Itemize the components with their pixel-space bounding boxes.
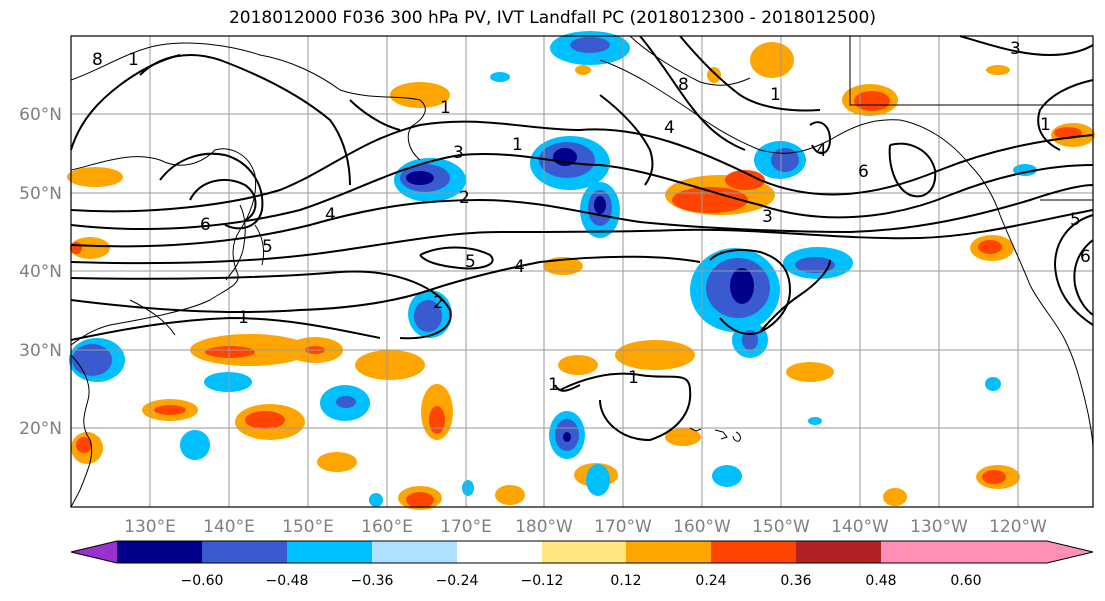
- lat-label-40n: 40°N: [19, 262, 62, 282]
- lat-label-30n: 30°N: [19, 341, 62, 361]
- lat-label-20n: 20°N: [19, 419, 62, 439]
- contour-label: 4: [325, 205, 336, 225]
- contour-label: 6: [1080, 247, 1091, 267]
- colorbar-extend-high: [966, 541, 1093, 563]
- colorbar-segment: [881, 541, 966, 563]
- contour-label: 4: [514, 257, 525, 277]
- chart-title: 2018012000 F036 300 hPa PV, IVT Landfall…: [228, 8, 876, 28]
- map-frame: [70, 35, 1094, 508]
- contour-label: 3: [453, 143, 464, 163]
- colorbar-segment: [542, 541, 626, 563]
- colorbar-segment: [117, 541, 202, 563]
- contour-label: 1: [1040, 115, 1051, 135]
- lon-label: 160°W: [673, 517, 731, 537]
- contour-label: 1: [238, 308, 249, 328]
- contour-label: 5: [465, 252, 476, 272]
- contour-label: 5: [262, 237, 273, 257]
- lon-label: 170°W: [594, 517, 652, 537]
- colorbar-tick-label: 0.48: [865, 573, 896, 589]
- colorbar-segment: [796, 541, 881, 563]
- lon-label: 180°W: [515, 517, 573, 537]
- colorbar-segment: [287, 541, 372, 563]
- colorbar: −0.60 −0.48 −0.36 −0.24 −0.12 0.12 0.24 …: [70, 540, 1094, 589]
- colorbar-segment: [711, 541, 796, 563]
- lon-label: 160°E: [361, 517, 413, 537]
- contour-label: 1: [628, 368, 639, 388]
- latitude-labels: 60°N 50°N 40°N 30°N 20°N: [19, 105, 62, 439]
- lon-label: 150°W: [752, 517, 810, 537]
- contour-label: 1: [128, 50, 139, 70]
- contour-label: 1: [770, 85, 781, 105]
- shaded-anomalies: [67, 31, 1095, 510]
- longitude-labels: 130°E 140°E 150°E 160°E 170°E 180°W 170°…: [124, 517, 1047, 537]
- lon-label: 130°W: [910, 517, 968, 537]
- contour-label: 5: [1070, 210, 1081, 230]
- contour-label: 2: [433, 293, 444, 313]
- colorbar-tick-label: −0.60: [181, 573, 224, 589]
- contour-label: 6: [200, 215, 211, 235]
- contour-label: 2: [459, 188, 470, 208]
- lat-label-60n: 60°N: [19, 105, 62, 125]
- contour-label: 3: [1010, 39, 1021, 59]
- lon-label: 170°E: [440, 517, 492, 537]
- colorbar-segment: [626, 541, 711, 563]
- contour-label: 8: [678, 75, 689, 95]
- contour-label: 1: [440, 98, 451, 118]
- contour-label: 6: [858, 162, 869, 182]
- colorbar-tick-label: 0.12: [610, 573, 641, 589]
- colorbar-tick-label: −0.48: [266, 573, 309, 589]
- contour-label: 8: [92, 50, 103, 70]
- contour-label: 4: [816, 141, 827, 161]
- lon-label: 120°W: [989, 517, 1047, 537]
- colorbar-tick-label: 0.60: [950, 573, 981, 589]
- colorbar-tick-label: 0.36: [780, 573, 811, 589]
- lon-label: 130°E: [124, 517, 176, 537]
- colorbar-segment: [202, 541, 287, 563]
- colorbar-segment: [457, 541, 542, 563]
- contour-label: 1: [512, 135, 523, 155]
- colorbar-tick-label: 0.24: [695, 573, 726, 589]
- lon-label: 140°W: [831, 517, 889, 537]
- colorbar-extend-low: [71, 541, 117, 563]
- lon-label: 150°E: [282, 517, 334, 537]
- colorbar-tick-label: −0.36: [351, 573, 394, 589]
- contour-label: 3: [762, 207, 773, 227]
- lat-label-50n: 50°N: [19, 184, 62, 204]
- contour-label: 4: [664, 118, 675, 138]
- colorbar-segment: [372, 541, 457, 563]
- colorbar-outline: [70, 540, 1094, 564]
- contour-label: 1: [548, 375, 559, 395]
- colorbar-tick-label: −0.24: [436, 573, 479, 589]
- contour-labels: 8 1 1 3 1 2 4 6 5 5 4 2 1 1 1 8 4 1 4 6 …: [92, 39, 1091, 395]
- lon-label: 140°E: [203, 517, 255, 537]
- coastlines: [70, 35, 1094, 508]
- colorbar-tick-label: −0.12: [521, 573, 564, 589]
- pv-contours: [70, 35, 1094, 442]
